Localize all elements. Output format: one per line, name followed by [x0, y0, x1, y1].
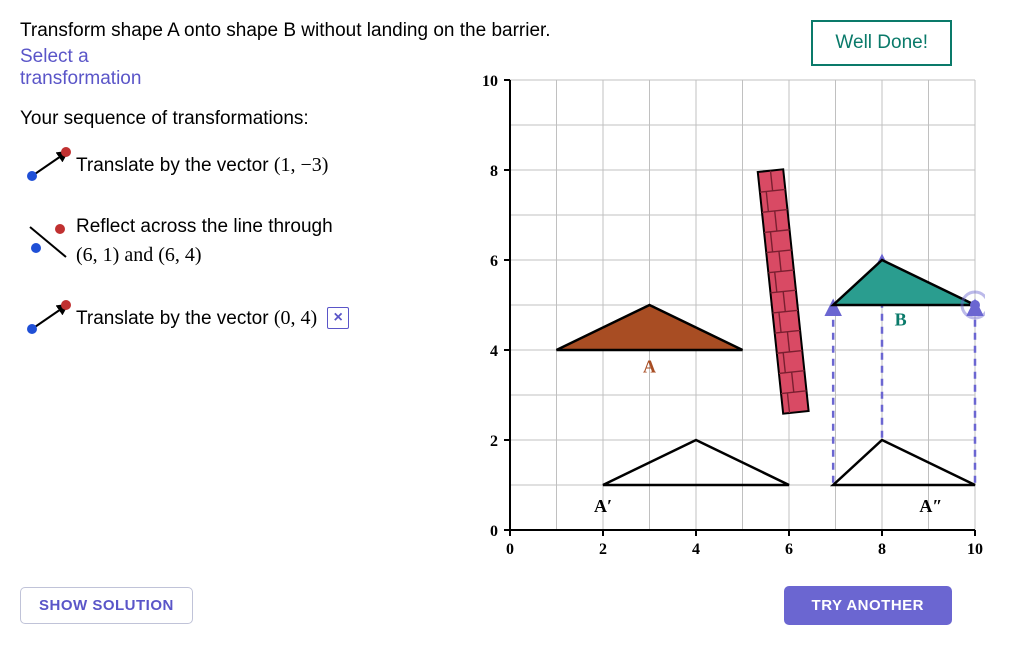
step-3: Translate by the vector (0, 4) × — [20, 297, 460, 339]
svg-text:6: 6 — [785, 541, 793, 558]
shape-label-A1: A′ — [594, 496, 612, 516]
instruction-text: Transform shape A onto shape B without l… — [20, 20, 551, 42]
svg-text:4: 4 — [490, 343, 498, 360]
steps-list: Translate by the vector (1, −3) Reflect … — [20, 144, 460, 339]
well-done-badge: Well Done! — [811, 20, 952, 66]
shape-label-B: B — [895, 309, 907, 329]
chart[interactable]: 0 2 4 6 8 10 0 2 4 6 8 10 A A′ A″ B — [465, 70, 985, 570]
target-dot — [970, 300, 980, 310]
step-2: Reflect across the line through (6, 1) a… — [20, 214, 460, 269]
try-another-button[interactable]: TRY ANOTHER — [784, 586, 952, 625]
svg-text:2: 2 — [490, 433, 498, 450]
step-1: Translate by the vector (1, −3) — [20, 144, 460, 186]
svg-text:8: 8 — [490, 163, 498, 180]
shape-A[interactable] — [557, 305, 743, 350]
step-text: Translate by the vector (0, 4) — [76, 304, 317, 333]
step-text: Translate by the vector (1, −3) — [76, 151, 328, 180]
svg-text:0: 0 — [506, 541, 514, 558]
reflect-icon — [20, 221, 76, 263]
step-text: Reflect across the line through (6, 1) a… — [76, 214, 333, 269]
svg-text:8: 8 — [878, 541, 886, 558]
remove-step-button[interactable]: × — [327, 307, 349, 329]
barrier — [758, 169, 809, 413]
subtitle-line2: transformation — [20, 68, 141, 89]
svg-text:2: 2 — [599, 541, 607, 558]
svg-text:4: 4 — [692, 541, 700, 558]
svg-text:6: 6 — [490, 253, 498, 270]
shape-label-A: A — [643, 357, 656, 377]
shape-A2[interactable] — [833, 440, 975, 485]
svg-text:10: 10 — [967, 541, 983, 558]
shape-label-A2: A″ — [919, 496, 942, 516]
svg-text:0: 0 — [490, 523, 498, 540]
translate-icon — [20, 144, 76, 186]
shape-B[interactable] — [833, 260, 975, 305]
translate-icon — [20, 297, 76, 339]
svg-text:10: 10 — [482, 73, 498, 90]
show-solution-button[interactable]: SHOW SOLUTION — [20, 587, 193, 624]
subtitle-line1: Select a — [20, 46, 89, 67]
